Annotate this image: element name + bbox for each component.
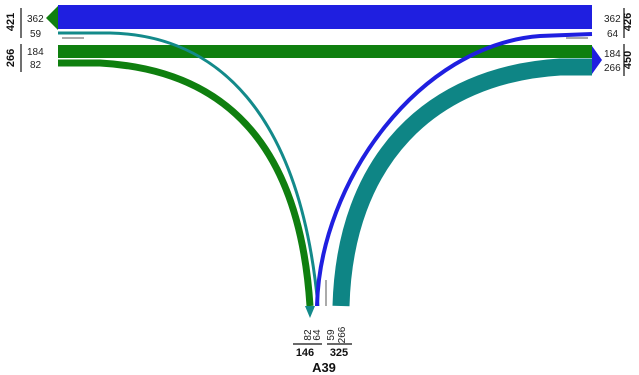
bottom-label-2: 64 [312, 329, 323, 341]
bottom-in-total: 146 [296, 347, 314, 359]
flow-green-main [58, 45, 592, 58]
right-in-upper: 362 [604, 14, 621, 25]
flow-blue-curve [315, 32, 593, 307]
right-out-lower: 266 [604, 63, 621, 74]
arrow-bottom-teal [305, 306, 315, 318]
arrow-left-green [46, 6, 58, 30]
flow-blue-main [58, 5, 592, 29]
bottom-label-1: 82 [303, 329, 314, 341]
road-name: A39 [312, 360, 336, 375]
right-out-total: 450 [622, 51, 634, 69]
right-in-lower: 64 [607, 29, 619, 40]
left-out-lower: 82 [30, 60, 42, 71]
left-out-upper: 184 [27, 47, 44, 58]
right-in-total: 426 [622, 13, 634, 31]
bottom-out-total: 325 [330, 347, 348, 359]
flow-green-curve [58, 59, 314, 307]
arrow-right-blue [592, 46, 602, 74]
right-out-upper: 184 [604, 49, 621, 60]
flow-teal-thin-curve [58, 31, 320, 307]
left-in-lower: 59 [30, 29, 42, 40]
bottom-label-4: 266 [337, 326, 348, 343]
left-out-total: 266 [5, 49, 17, 67]
bottom-label-3: 59 [326, 329, 337, 341]
left-in-upper: 362 [27, 14, 44, 25]
left-in-total: 421 [5, 13, 17, 31]
flow-teal-thick-curve [332, 58, 592, 307]
